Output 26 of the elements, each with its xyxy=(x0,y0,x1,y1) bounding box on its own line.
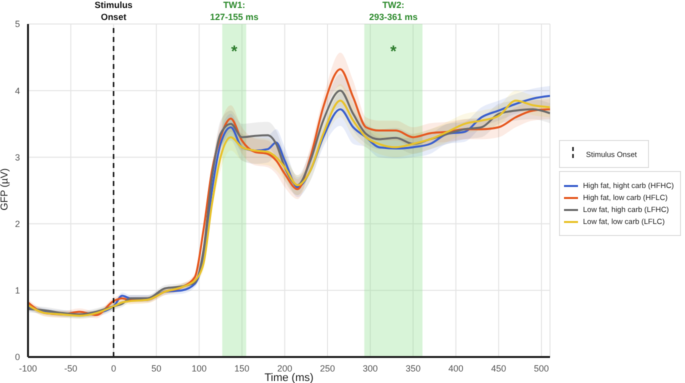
y-tick-label: 4 xyxy=(14,86,20,96)
band-label: TW2: 293-361 ms xyxy=(369,0,418,22)
x-tick-label: 350 xyxy=(406,363,421,374)
y-tick-label: 3 xyxy=(14,152,20,162)
x-tick-label: 250 xyxy=(320,363,336,374)
x-tick-label: 150 xyxy=(234,363,250,374)
x-tick-label: 500 xyxy=(534,363,549,374)
y-axis-title: GFP (µV) xyxy=(0,168,11,210)
x-tick-label: 50 xyxy=(151,363,162,374)
y-tick-label: 0 xyxy=(14,352,20,362)
x-tick-label: 0 xyxy=(111,363,116,374)
x-tick-label: -50 xyxy=(64,363,78,374)
x-tick-label: 300 xyxy=(362,363,378,374)
x-tick-label: 200 xyxy=(277,363,292,374)
y-tick-label: 1 xyxy=(14,286,20,296)
band-label: TW1: 127-155 ms xyxy=(210,0,259,22)
annotation: * xyxy=(231,43,238,60)
y-tick-label: 5 xyxy=(14,19,20,30)
x-tick-label: -100 xyxy=(18,363,38,374)
x-axis-title: Time (ms) xyxy=(264,372,314,383)
x-tick-label: 450 xyxy=(491,363,506,374)
y-tick-label: 2 xyxy=(14,218,20,229)
ref-line-label: Stimulus Onset xyxy=(94,0,133,22)
annotation: * xyxy=(390,43,398,60)
x-tick-label: 100 xyxy=(192,363,207,374)
x-tick-label: 400 xyxy=(448,363,464,374)
